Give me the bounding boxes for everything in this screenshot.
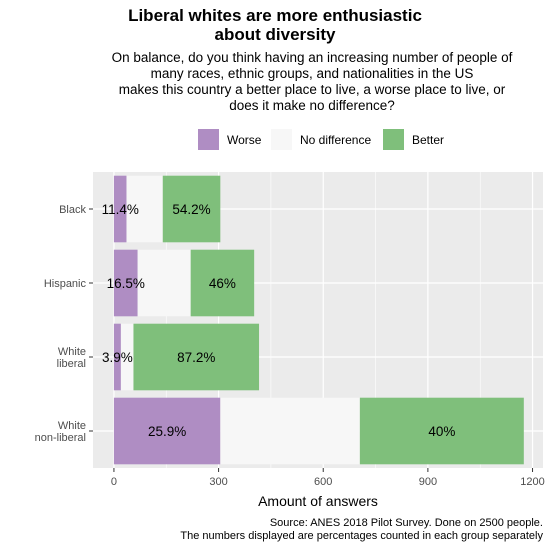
data-label: 54.2% — [172, 202, 210, 217]
caption: Source: ANES 2018 Pilot Survey. Done on … — [180, 517, 543, 542]
legend-label: Worse — [227, 133, 262, 147]
chart-title-line: about diversity — [215, 25, 336, 44]
data-label: 16.5% — [107, 276, 145, 291]
bar-no-difference — [220, 398, 360, 465]
y-tick-label: White — [58, 346, 86, 358]
y-tick-label: non-liberal — [35, 432, 86, 444]
x-tick-label: 900 — [419, 476, 437, 488]
legend-label: No difference — [300, 133, 371, 147]
legend: Worse No difference Better — [198, 129, 444, 150]
y-tick-label: White — [58, 420, 86, 432]
chart-subtitle-line: makes this country a better place to liv… — [119, 82, 506, 97]
data-label: 40% — [428, 424, 455, 439]
legend-key-no-difference — [271, 129, 292, 150]
x-tick-label: 300 — [209, 476, 227, 488]
data-label: 11.4% — [102, 202, 139, 217]
caption-line: The numbers displayed are percentages co… — [180, 530, 543, 542]
data-label: 25.9% — [148, 424, 186, 439]
caption-line: Source: ANES 2018 Pilot Survey. Done on … — [270, 517, 543, 529]
data-label: 87.2% — [177, 350, 215, 365]
x-tick-label: 0 — [111, 476, 117, 488]
legend-key-worse — [198, 129, 219, 150]
x-tick-label: 1200 — [520, 476, 544, 488]
legend-label: Better — [412, 133, 444, 147]
x-axis-title: Amount of answers — [258, 493, 378, 509]
y-tick-label: Black — [59, 204, 86, 216]
chart-subtitle-line: On balance, do you think having an incre… — [112, 50, 513, 65]
chart-subtitle-line: does it make no difference? — [229, 98, 395, 113]
chart-title-block: Liberal whites are more enthusiasticabou… — [112, 6, 513, 113]
bar-no-difference — [138, 250, 191, 317]
data-label: 3.9% — [102, 350, 133, 365]
chart-subtitle-line: many races, ethnic groups, and nationali… — [151, 66, 474, 81]
chart-title-line: Liberal whites are more enthusiastic — [128, 6, 422, 25]
data-label: 46% — [209, 276, 236, 291]
y-tick-label: liberal — [57, 358, 86, 370]
legend-key-better — [383, 129, 404, 150]
x-tick-label: 600 — [314, 476, 332, 488]
y-tick-label: Hispanic — [44, 278, 87, 290]
